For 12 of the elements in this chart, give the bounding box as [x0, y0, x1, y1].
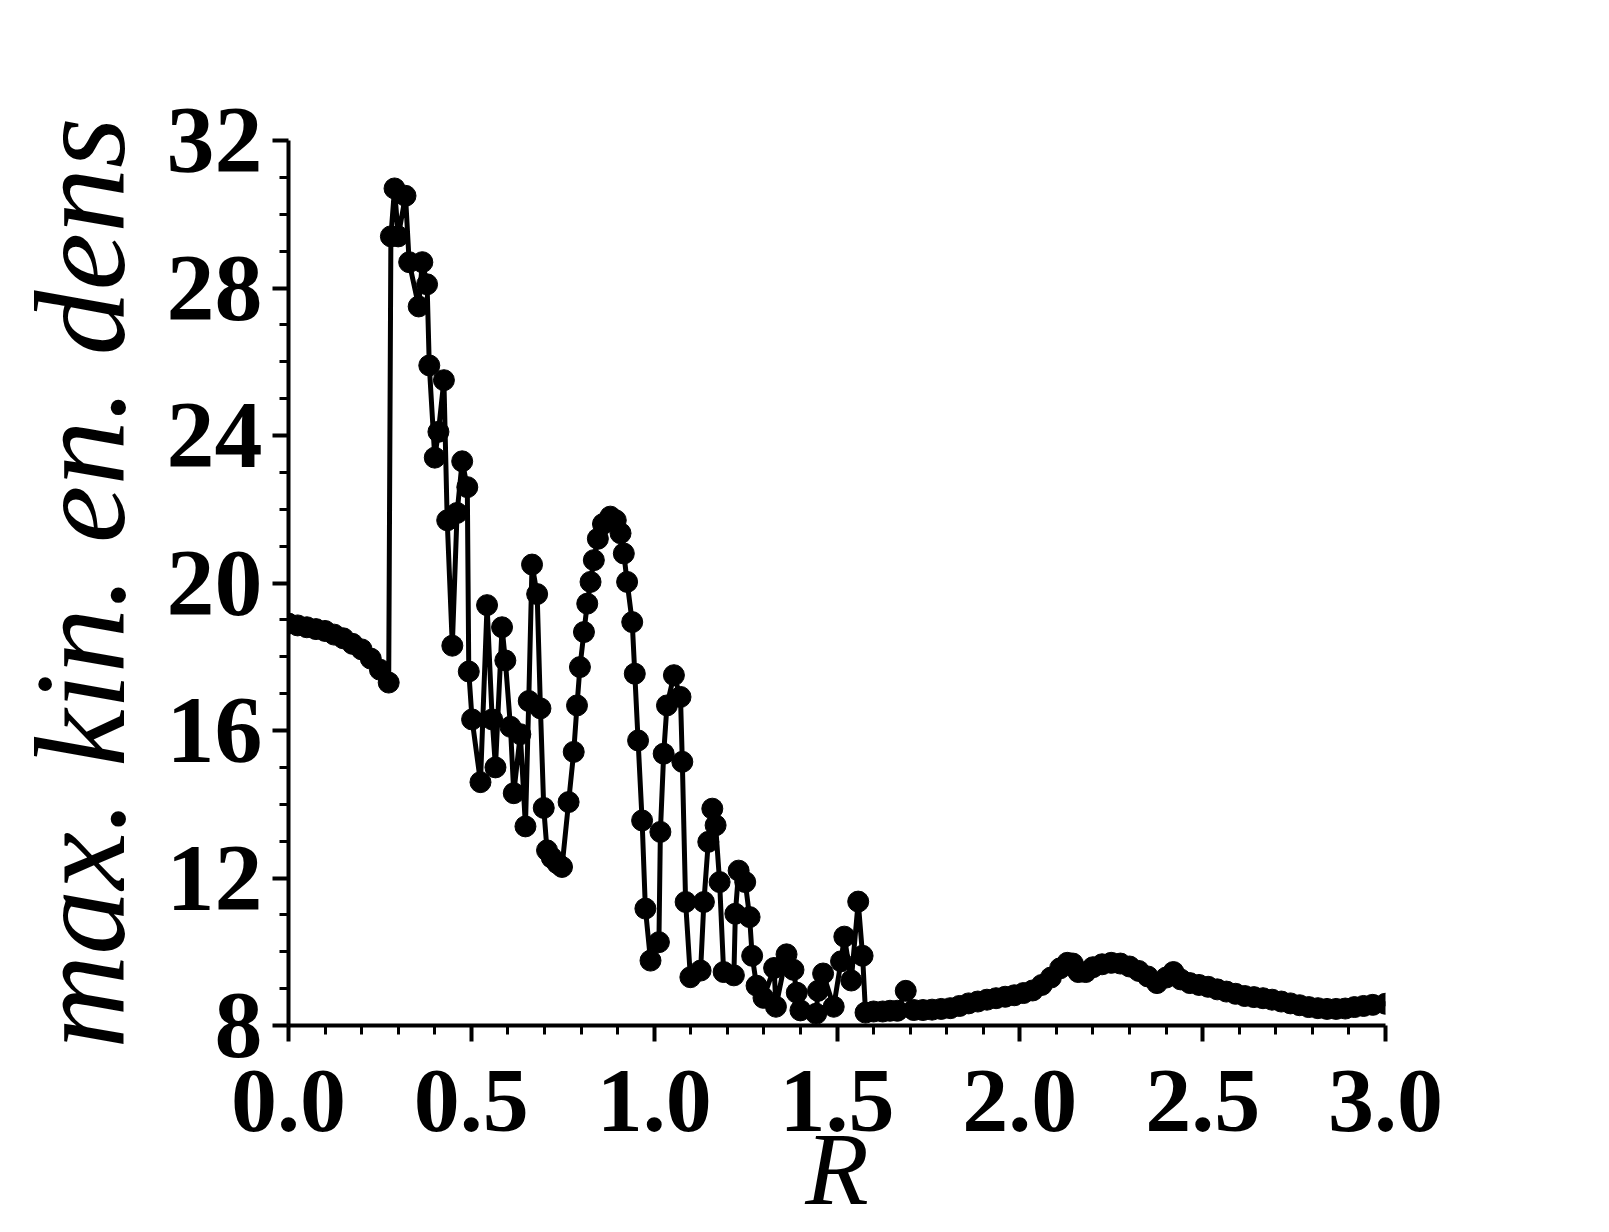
x-tick-label: 2.5 — [1145, 1048, 1261, 1151]
y-tick-label: 20 — [166, 528, 263, 636]
y-tick-label: 12 — [166, 823, 263, 931]
x-tick-label: 3.0 — [1328, 1048, 1443, 1151]
x-tick-label: 0.5 — [413, 1048, 529, 1151]
y-tick-label: 28 — [166, 233, 263, 341]
y-tick-label: 32 — [166, 86, 263, 193]
x-tick-label: 2.0 — [962, 1048, 1078, 1151]
y-axis-title: max. kin. en. dens — [7, 117, 152, 1049]
y-tick-label: 16 — [166, 676, 263, 783]
x-tick-label: 1.0 — [596, 1048, 712, 1151]
y-tick-label: 24 — [166, 381, 263, 488]
